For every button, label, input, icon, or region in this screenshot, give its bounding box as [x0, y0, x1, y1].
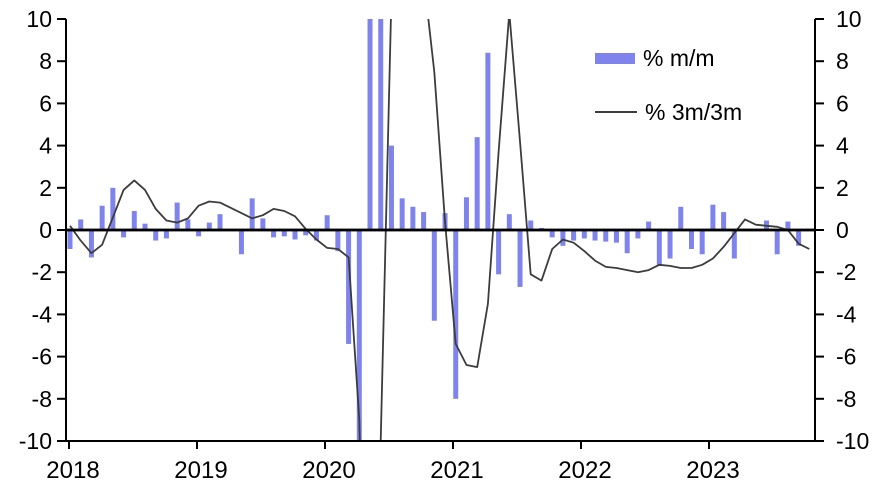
- y-tick-label-right: -4: [836, 301, 857, 327]
- y-tick-label-right: -2: [836, 259, 856, 285]
- x-tick-label-year: 2018: [46, 457, 99, 484]
- legend-label-mm: % m/m: [643, 45, 715, 71]
- zero-line: [66, 228, 815, 232]
- y-tick-label-right: 10: [836, 6, 862, 32]
- line-series: [69, 19, 810, 441]
- y-tick-label-right: 0: [836, 217, 849, 243]
- legend: % m/m % 3m/3m: [595, 46, 742, 124]
- y-tick-label-left: 10: [26, 6, 52, 32]
- y-tick-label-right: 2: [836, 175, 849, 201]
- legend-label-3m3m: % 3m/3m: [645, 99, 743, 125]
- bar-series: [67, 19, 802, 441]
- y-tick-label-left: -10: [19, 428, 52, 454]
- x-tick-label-year: 2023: [686, 457, 739, 484]
- y-tick-label-left: 4: [39, 133, 52, 159]
- x-tick-label-year: 2019: [174, 457, 227, 484]
- y-tick-label-right: 6: [836, 90, 849, 116]
- y-tick-label-right: 8: [836, 48, 849, 74]
- y-tick-label-left: -6: [32, 344, 52, 370]
- bar-series-swatch: [595, 52, 635, 64]
- y-tick-label-left: 8: [39, 48, 52, 74]
- y-tick-label-right: -10: [836, 428, 869, 454]
- y-tick-label-left: -2: [32, 259, 52, 285]
- bottom-axis: [65, 440, 816, 442]
- y-tick-label-left: -4: [32, 301, 53, 327]
- y-tick-label-left: 0: [39, 217, 52, 243]
- x-tick-label-year: 2020: [302, 457, 355, 484]
- legend-item-mm: % m/m: [595, 46, 742, 70]
- y-tick-label-left: -8: [32, 386, 52, 412]
- y-tick-label-right: -8: [836, 386, 856, 412]
- x-tick-label-year: 2022: [558, 457, 611, 484]
- y-tick-label-right: 4: [836, 133, 849, 159]
- y-tick-label-left: 2: [39, 175, 52, 201]
- y-tick-label-left: 6: [39, 90, 52, 116]
- y-tick-label-right: -6: [836, 344, 856, 370]
- x-tick-label-year: 2021: [430, 457, 483, 484]
- legend-item-3m3m: % 3m/3m: [595, 100, 742, 124]
- line-series-swatch: [595, 111, 637, 113]
